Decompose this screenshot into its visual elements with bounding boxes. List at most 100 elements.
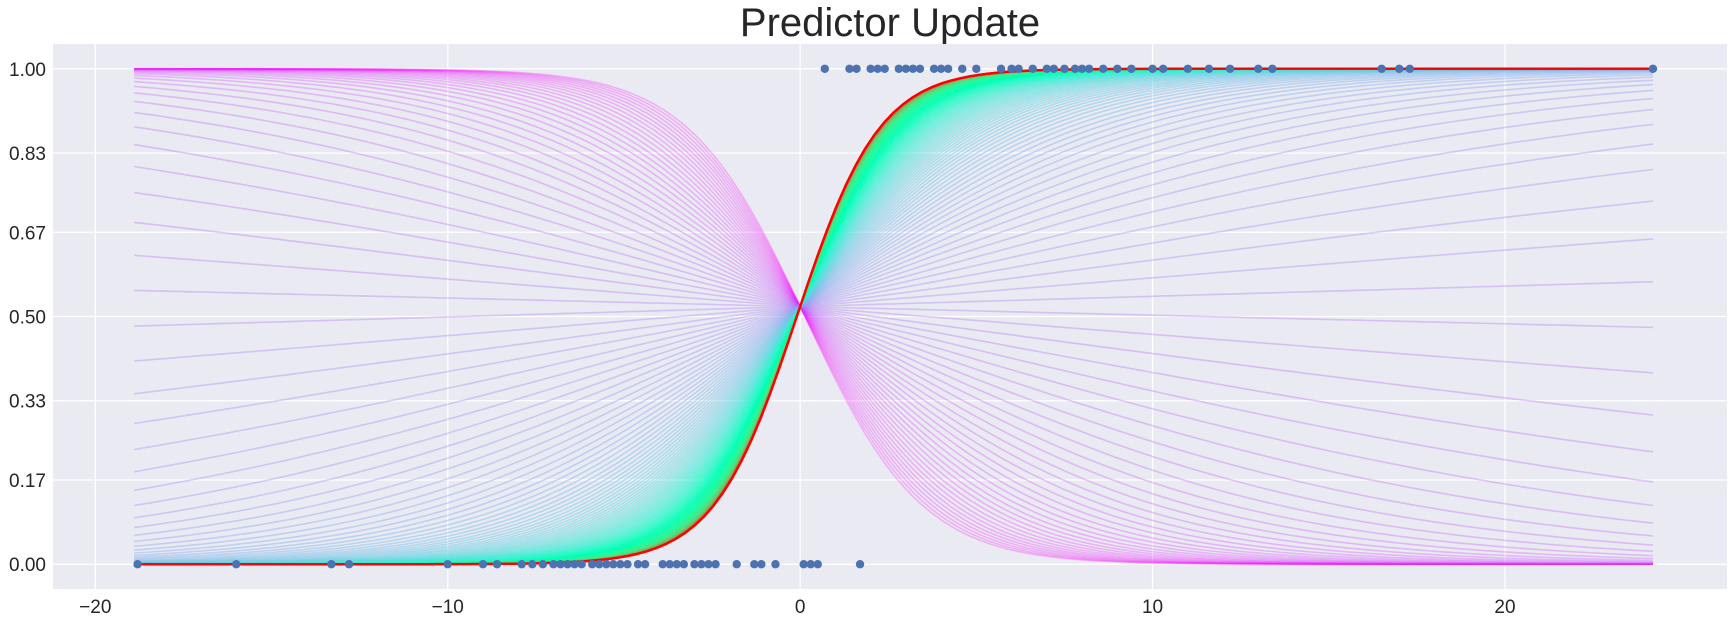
scatter-point bbox=[806, 560, 815, 569]
curve-line bbox=[134, 69, 1654, 560]
curve-line bbox=[134, 68, 1653, 565]
curve-line bbox=[134, 200, 1654, 395]
scatter-point bbox=[732, 560, 741, 569]
scatter-point bbox=[577, 560, 586, 569]
curve-line bbox=[134, 74, 1654, 548]
curve-line bbox=[133, 126, 1654, 524]
curve-line bbox=[134, 68, 1653, 565]
scatter-point bbox=[750, 560, 759, 569]
scatter-point bbox=[344, 560, 354, 569]
scatter-point bbox=[820, 64, 830, 73]
scatter-point bbox=[1042, 64, 1052, 73]
curve-line bbox=[134, 77, 1654, 562]
scatter-point bbox=[665, 560, 674, 569]
scatter-point bbox=[855, 560, 865, 569]
scatter-point bbox=[595, 560, 604, 569]
scatter-point bbox=[623, 560, 632, 569]
curve-line bbox=[134, 68, 1654, 562]
scatter-point bbox=[813, 560, 822, 569]
scatter-point bbox=[563, 560, 572, 569]
scatter-point bbox=[1014, 64, 1023, 73]
scatter-point bbox=[1395, 64, 1404, 73]
scatter-point bbox=[616, 560, 625, 569]
scatter-point bbox=[690, 560, 699, 569]
curve-line bbox=[133, 111, 1654, 537]
curve-line bbox=[134, 68, 1653, 565]
x-tick-label: −20 bbox=[79, 597, 111, 618]
curve-line bbox=[134, 68, 1653, 565]
curve-line bbox=[134, 69, 1653, 561]
curve-line bbox=[133, 108, 1654, 492]
y-tick-label: 0.00 bbox=[9, 555, 46, 576]
curve-line bbox=[134, 68, 1653, 565]
scatter-point bbox=[943, 64, 953, 73]
scatter-point bbox=[908, 64, 918, 73]
curve-line bbox=[134, 71, 1654, 554]
scatter-point bbox=[232, 560, 241, 569]
y-tick-label: 0.50 bbox=[9, 308, 46, 329]
curve-line bbox=[133, 165, 1654, 483]
curve-line bbox=[134, 68, 1653, 565]
curve-line bbox=[134, 92, 1654, 553]
scatter-point bbox=[894, 64, 904, 73]
scatter-point bbox=[1648, 64, 1658, 73]
curve-line bbox=[133, 191, 1654, 453]
scatter-point bbox=[996, 64, 1006, 73]
scatter-point bbox=[517, 560, 526, 569]
curve-line bbox=[133, 123, 1654, 473]
x-tick-label: −10 bbox=[432, 597, 464, 618]
curve-line bbox=[134, 71, 1654, 564]
scatter-points-group bbox=[133, 64, 1658, 569]
curve-line bbox=[134, 70, 1654, 557]
scatter-point bbox=[1377, 64, 1386, 73]
curve-line bbox=[134, 238, 1654, 362]
x-axis-tick-labels: −20 −10 0 10 20 bbox=[79, 597, 1515, 618]
scatter-point bbox=[771, 560, 780, 569]
curve-line bbox=[134, 76, 1654, 543]
curve-line bbox=[133, 168, 1654, 425]
curve-line bbox=[133, 83, 1654, 529]
curve-line bbox=[134, 100, 1654, 546]
scatter-point bbox=[1077, 64, 1087, 73]
y-tick-label: 0.83 bbox=[9, 144, 46, 165]
curve-line bbox=[133, 97, 1654, 507]
scatter-point bbox=[492, 560, 502, 569]
scatter-point bbox=[697, 560, 706, 569]
scatter-point bbox=[1225, 64, 1235, 73]
curve-line bbox=[134, 68, 1653, 565]
curve-line bbox=[134, 69, 1653, 565]
curve-line bbox=[134, 69, 1654, 565]
curve-line bbox=[134, 281, 1654, 327]
scatter-point bbox=[570, 560, 579, 569]
scatter-point bbox=[1028, 64, 1037, 73]
curve-line bbox=[134, 72, 1654, 564]
curve-line bbox=[133, 79, 1654, 537]
curve-line bbox=[134, 72, 1654, 551]
scatter-point bbox=[133, 560, 142, 569]
scatter-point bbox=[915, 64, 925, 73]
scatter-point bbox=[936, 64, 946, 73]
scatter-point bbox=[609, 560, 618, 569]
curve-line bbox=[133, 89, 1654, 519]
scatter-point bbox=[901, 64, 911, 73]
scatter-point bbox=[1060, 64, 1069, 73]
scatter-point bbox=[679, 560, 689, 569]
scatter-point bbox=[866, 64, 875, 73]
curve-line bbox=[134, 68, 1653, 565]
x-tick-label: 10 bbox=[1142, 597, 1163, 618]
x-tick-label: 0 bbox=[795, 597, 806, 618]
scatter-point bbox=[327, 560, 336, 569]
y-tick-label: 0.33 bbox=[9, 392, 46, 413]
curve-line bbox=[134, 74, 1654, 563]
scatter-point bbox=[1007, 64, 1016, 73]
scatter-point bbox=[845, 64, 854, 73]
scatter-point bbox=[1254, 64, 1263, 73]
chart-title: Predictor Update bbox=[740, 1, 1040, 45]
curve-line bbox=[134, 68, 1653, 565]
scatter-point bbox=[1127, 64, 1136, 73]
scatter-point bbox=[633, 560, 643, 569]
y-tick-label: 0.17 bbox=[9, 471, 46, 492]
curve-line bbox=[133, 143, 1654, 507]
scatter-point bbox=[880, 64, 889, 73]
scatter-point bbox=[478, 560, 488, 569]
